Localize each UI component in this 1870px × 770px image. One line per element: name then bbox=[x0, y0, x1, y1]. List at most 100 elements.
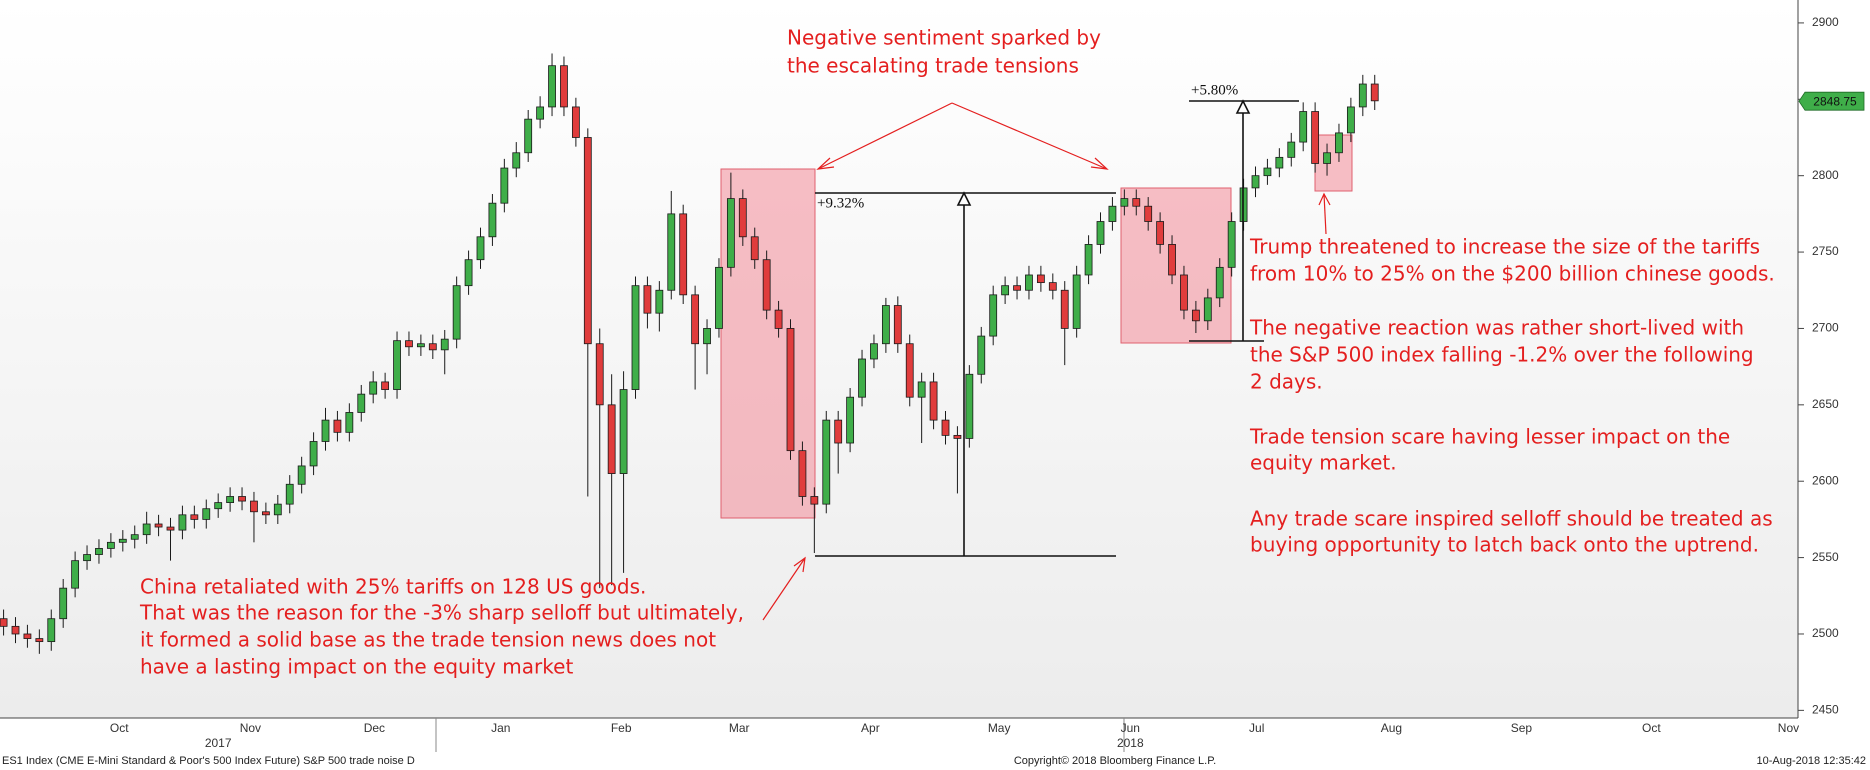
candle-body bbox=[1013, 285, 1021, 291]
annotation: 2 days. bbox=[1250, 370, 1323, 394]
candle-body bbox=[71, 560, 80, 589]
candle-body bbox=[1096, 221, 1105, 245]
candle-body bbox=[703, 328, 711, 345]
candle-body bbox=[357, 393, 366, 413]
candle-body bbox=[452, 285, 461, 340]
candle-body bbox=[965, 373, 974, 439]
candle-body bbox=[202, 508, 211, 520]
candle-body bbox=[1263, 167, 1272, 177]
candle-body bbox=[118, 538, 127, 543]
candle-body bbox=[416, 343, 425, 348]
candle-body bbox=[381, 381, 390, 390]
candle-body bbox=[798, 450, 807, 497]
candle-body bbox=[607, 404, 616, 474]
candle-body bbox=[273, 503, 282, 516]
footer-left: ES1 Index (CME E-Mini Standard & Poor's … bbox=[2, 755, 415, 767]
candle-body bbox=[560, 65, 568, 108]
candle-body bbox=[619, 389, 628, 474]
candle-body bbox=[428, 343, 437, 351]
annotation: China retaliated with 25% tariffs on 128… bbox=[140, 575, 646, 599]
y-tick-label: 2750 bbox=[1812, 244, 1839, 258]
y-tick-label: 2800 bbox=[1812, 168, 1839, 182]
candle-body bbox=[1180, 274, 1188, 311]
candle-body bbox=[679, 213, 688, 296]
candle-body bbox=[810, 496, 819, 505]
candle-body bbox=[524, 118, 533, 154]
candle-body bbox=[440, 338, 449, 351]
candle-body bbox=[1072, 274, 1081, 329]
arrow bbox=[1323, 193, 1327, 235]
candle-body bbox=[1144, 205, 1153, 222]
candle-body bbox=[953, 434, 962, 439]
annotation: the escalating trade tensions bbox=[787, 54, 1079, 78]
annotation: from 10% to 25% on the $200 billion chin… bbox=[1250, 262, 1775, 286]
candle-body bbox=[715, 266, 723, 329]
y-tick-label: 2700 bbox=[1812, 321, 1839, 335]
candle-body bbox=[583, 137, 592, 345]
candle-body bbox=[1108, 205, 1117, 222]
year-label: 2017 bbox=[205, 736, 232, 750]
candle-body bbox=[1048, 282, 1057, 291]
selloff-zone bbox=[1314, 134, 1353, 192]
annotation-arrows bbox=[762, 102, 1331, 621]
candle-body bbox=[858, 358, 866, 398]
candle-body bbox=[1215, 266, 1224, 299]
candle-body bbox=[929, 381, 938, 421]
candle-body bbox=[917, 381, 926, 398]
candle-body bbox=[369, 381, 378, 395]
arrow bbox=[951, 102, 1108, 170]
candle-body bbox=[536, 106, 545, 120]
candle-body bbox=[870, 343, 878, 360]
x-tick-label: Oct bbox=[110, 721, 129, 735]
candle-body bbox=[226, 496, 235, 503]
annotation: have a lasting impact on the equity mark… bbox=[140, 655, 573, 679]
candle-body bbox=[1203, 297, 1212, 322]
x-tick-label: Nov bbox=[1778, 721, 1799, 735]
candle-body bbox=[214, 502, 223, 510]
arrow bbox=[762, 557, 806, 621]
footer-right: 10-Aug-2018 12:35:42 bbox=[1757, 755, 1866, 767]
candle-body bbox=[846, 396, 855, 444]
candle-body bbox=[500, 167, 509, 204]
candle-body bbox=[893, 305, 902, 345]
arrow-head bbox=[1235, 99, 1251, 114]
candle-body bbox=[655, 289, 664, 314]
candle-body bbox=[250, 500, 258, 513]
x-tick-label: Nov bbox=[240, 721, 261, 735]
candle-body bbox=[786, 328, 795, 452]
annotation: equity market. bbox=[1250, 451, 1397, 475]
last-price-tag bbox=[1798, 91, 1865, 111]
candle-body bbox=[738, 198, 747, 238]
x-tick-label: Feb bbox=[611, 721, 632, 735]
x-tick-label: Dec bbox=[364, 721, 385, 735]
candle-body bbox=[1358, 83, 1367, 108]
y-tick-label: 2600 bbox=[1812, 473, 1839, 487]
candle-body bbox=[941, 419, 950, 436]
candle-body bbox=[321, 419, 330, 442]
candle-body bbox=[1060, 289, 1069, 329]
candle-body bbox=[142, 523, 151, 536]
gain-label: +9.32% bbox=[817, 195, 864, 211]
candle-body bbox=[1120, 198, 1129, 207]
candle-body bbox=[571, 106, 580, 138]
candle-body bbox=[1227, 221, 1236, 268]
annotation: it formed a solid base as the trade tens… bbox=[140, 628, 716, 652]
candle-body bbox=[83, 554, 91, 562]
candle-body bbox=[11, 625, 20, 635]
axis-background bbox=[1798, 0, 1870, 718]
candle-body bbox=[106, 541, 115, 549]
candle-body bbox=[345, 412, 354, 433]
y-tick-label: 2900 bbox=[1812, 15, 1839, 29]
candle-body bbox=[1036, 274, 1045, 284]
candle-body bbox=[1287, 141, 1296, 158]
footer-center: Copyright© 2018 Bloomberg Finance L.P. bbox=[1014, 755, 1216, 767]
measure-1 bbox=[815, 191, 1116, 557]
candle-body bbox=[989, 294, 998, 337]
arrow-head bbox=[1090, 157, 1109, 170]
candle-body bbox=[23, 633, 32, 639]
arrow-head bbox=[816, 157, 835, 170]
candle-body bbox=[834, 419, 843, 444]
y-tick-label: 2650 bbox=[1812, 397, 1839, 411]
arrow bbox=[817, 102, 953, 170]
